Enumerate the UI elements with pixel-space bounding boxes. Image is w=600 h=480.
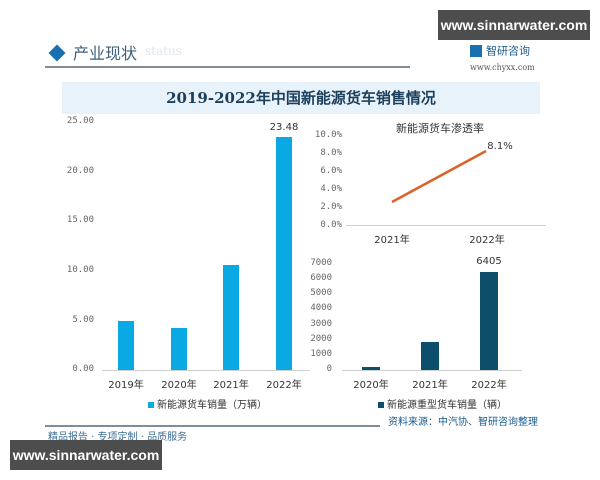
bar-heavy-2020 [362,367,380,370]
bar-2022 [276,137,292,370]
section-header: 产业现状 status 智研咨询 www.chyxx.com [45,40,555,72]
y-tick: 2.0% [320,202,342,212]
data-label-2022-rate: 8.1% [487,141,513,152]
brand-block: 智研咨询 www.chyxx.com [470,40,560,72]
section-title: 产业现状 [73,44,138,63]
y-tick: 5000 [310,288,332,298]
y-tick: 0 [326,364,332,374]
watermark-banner-bottom[interactable]: www.sinnarwater.com [10,440,162,470]
legend-sales: 新能源货车销量（万辆） [148,396,267,411]
diamond-icon [48,44,66,62]
y-tick: 1000 [310,349,332,359]
y-tick: 6000 [310,273,332,283]
x-tick: 2019年 [108,380,144,391]
y-tick: 5.00 [72,315,94,325]
x-axis-line [342,370,522,371]
x-tick: 2020年 [353,380,389,391]
chart-main-title: 2019-2022年中国新能源货车销售情况 [166,89,436,107]
header-divider [45,66,410,68]
bar-heavy-2021 [421,342,439,370]
y-tick: 0.0% [320,220,342,230]
x-tick: 2020年 [161,380,197,391]
brand-name: 智研咨询 [486,44,530,58]
y-tick: 4.0% [320,184,342,194]
y-tick: 15.00 [66,215,94,225]
x-tick: 2021年 [374,235,410,246]
y-tick: 8.0% [320,148,342,158]
y-tick: 2000 [310,334,332,344]
line-chart-title: 新能源货车渗透率 [396,122,484,135]
footer-tagline: 精品报告 · 专项定制 · 品质服务 [48,432,188,443]
y-tick: 20.00 [66,166,94,176]
x-axis-line [102,370,310,371]
bar-2020 [171,328,187,370]
y-tick: 4000 [310,303,332,313]
brand-logo-icon [470,44,482,57]
legend-swatch-icon [378,402,384,408]
y-tick: 7000 [310,258,332,268]
watermark-banner-top[interactable]: www.sinnarwater.com [438,10,590,40]
x-tick: 2021年 [412,380,448,391]
legend-heavy: 新能源重型货车销量（辆） [378,396,507,411]
x-tick: 2022年 [469,235,505,246]
x-tick: 2022年 [266,380,302,391]
x-tick: 2022年 [471,380,507,391]
y-tick: 3000 [310,319,332,329]
chart-title-band: 2019-2022年中国新能源货车销售情况 [62,82,540,114]
brand-url: www.chyxx.com [470,63,535,72]
data-source: 资料来源：中汽协、智研咨询整理 [388,417,538,428]
section-ghost-text: status [145,44,182,58]
y-tick: 25.00 [66,116,94,126]
y-tick: 0.00 [72,364,94,374]
bar-heavy-2022 [480,272,498,370]
bar-2021 [223,265,239,370]
x-tick: 2021年 [213,380,249,391]
data-label-2022: 23.48 [269,122,299,133]
legend-swatch-icon [148,402,154,408]
footer-divider [45,425,380,427]
legend-label: 新能源货车销量（万辆） [157,400,267,411]
y-tick: 6.0% [320,166,342,176]
data-label-heavy-2022: 6405 [476,256,502,267]
bar-2019 [118,321,134,370]
x-axis-line [346,225,546,226]
y-tick: 10.00 [66,265,94,275]
legend-label: 新能源重型货车销量（辆） [387,400,507,411]
y-tick: 10.0% [314,130,342,140]
